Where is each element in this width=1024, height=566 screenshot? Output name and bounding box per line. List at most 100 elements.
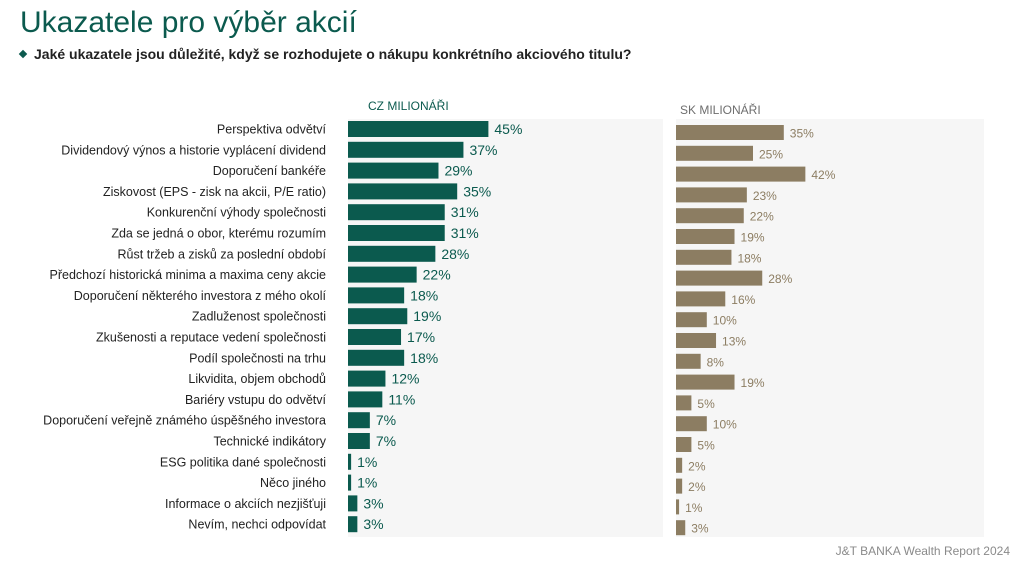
sk-bar	[676, 457, 683, 473]
cz-bar	[348, 433, 370, 449]
cz-series-header: CZ MILIONÁŘI	[368, 98, 449, 113]
cz-data-label: 17%	[407, 329, 435, 345]
sk-data-label: 19%	[741, 376, 765, 390]
sk-series-header: SK MILIONÁŘI	[680, 102, 761, 117]
page-title: Ukazatele pro výběr akcií	[20, 6, 357, 39]
category-label: Ziskovost (EPS - zisk na akcii, P/E rati…	[103, 185, 326, 199]
cz-bar	[348, 287, 405, 304]
cz-data-label: 28%	[441, 246, 469, 262]
sk-bar	[676, 395, 692, 411]
category-label: Perspektiva odvětví	[217, 123, 327, 137]
cz-bar	[348, 204, 445, 221]
cz-data-label: 29%	[444, 163, 472, 179]
cz-data-label: 35%	[463, 183, 491, 199]
cz-data-label: 3%	[363, 495, 383, 511]
sk-data-label: 10%	[713, 418, 737, 432]
sk-data-label: 5%	[697, 397, 715, 411]
sk-bar	[676, 291, 726, 307]
sk-data-label: 10%	[713, 314, 737, 328]
cz-bar	[348, 453, 352, 470]
sk-bar	[676, 166, 806, 182]
cz-bar	[348, 225, 445, 241]
sk-data-label: 28%	[768, 272, 792, 286]
sk-bar	[676, 208, 744, 224]
category-label: Doporučení některého investora z mého ok…	[74, 289, 327, 303]
category-label: Podíl společnosti na trhu	[189, 351, 326, 365]
page-subtitle: Jaké ukazatele jsou důležité, když se ro…	[18, 46, 632, 62]
cz-data-label: 7%	[376, 433, 396, 449]
category-label: Doporučení veřejně známého úspěšného inv…	[43, 414, 326, 428]
cz-data-label: 11%	[388, 391, 415, 407]
category-label: Zkušenosti a reputace vedení společnosti	[96, 331, 326, 345]
category-label: Likvidita, objem obchodů	[188, 372, 326, 386]
sk-bar	[676, 145, 753, 161]
category-label: Předchozí historická minima a maxima cen…	[50, 268, 327, 282]
cz-data-label: 37%	[469, 142, 497, 158]
cz-data-label: 1%	[357, 475, 377, 491]
sk-data-label: 5%	[697, 439, 715, 453]
sk-data-label: 1%	[685, 501, 703, 515]
cz-data-label: 31%	[451, 204, 479, 220]
sk-bar	[676, 333, 717, 348]
sk-data-label: 42%	[811, 168, 835, 182]
cz-data-label: 22%	[423, 267, 451, 283]
category-label: Růst tržeb a zisků za poslední období	[118, 247, 327, 261]
cz-data-label: 18%	[410, 350, 438, 366]
sk-bar	[676, 478, 683, 494]
footer-source: J&T BANKA Wealth Report 2024	[835, 544, 1010, 558]
cz-data-label: 12%	[391, 371, 419, 387]
category-label: Nevím, nechci odpovídat	[188, 518, 326, 532]
cz-bar	[348, 329, 402, 345]
category-label: Dividendový výnos a historie vyplácení d…	[61, 143, 326, 157]
cz-data-label: 7%	[376, 412, 396, 428]
sk-data-label: 13%	[722, 335, 746, 349]
category-label: Technické indikátory	[213, 435, 326, 449]
sk-data-label: 22%	[750, 210, 774, 224]
cz-data-label: 1%	[357, 454, 377, 470]
cz-data-label: 45%	[494, 121, 522, 137]
cz-bar	[348, 141, 464, 158]
category-label: Konkurenční výhody společnosti	[147, 206, 326, 220]
cz-data-label: 31%	[451, 225, 479, 241]
cz-bar	[348, 412, 370, 429]
cz-data-label: 19%	[413, 308, 441, 324]
category-label: Zda se jedná o obor, kterému rozumím	[111, 227, 326, 241]
sk-data-label: 2%	[688, 459, 706, 473]
category-label: Informace o akciích nezjišťuji	[165, 497, 326, 511]
sk-bar	[676, 187, 747, 203]
sk-bar	[676, 125, 784, 140]
sk-bar	[676, 270, 763, 286]
sk-data-label: 16%	[731, 293, 755, 307]
cz-bar	[348, 245, 436, 262]
category-label: Něco jiného	[260, 476, 326, 490]
sk-data-label: 25%	[759, 147, 783, 161]
cz-bar	[348, 121, 489, 137]
category-label: Bariéry vstupu do odvětví	[185, 393, 327, 407]
sk-data-label: 35%	[790, 127, 814, 141]
sk-data-label: 2%	[688, 480, 706, 494]
sk-bar	[676, 416, 707, 432]
subtitle-text: Jaké ukazatele jsou důležité, když se ro…	[34, 46, 632, 62]
category-label: Zadluženost společnosti	[192, 310, 326, 324]
sk-bar	[676, 499, 680, 515]
sk-data-label: 23%	[753, 189, 777, 203]
cz-bar	[348, 474, 352, 491]
category-label: ESG politika dané společnosti	[160, 455, 326, 469]
cz-bar	[348, 266, 417, 283]
sk-data-label: 3%	[691, 522, 709, 536]
cz-bar	[348, 391, 383, 408]
sk-bar	[676, 520, 686, 536]
cz-bar	[348, 162, 439, 179]
sk-bar	[676, 437, 692, 452]
sk-data-label: 19%	[741, 231, 765, 245]
sk-bar	[676, 229, 735, 244]
cz-bar	[348, 516, 358, 533]
sk-data-label: 8%	[707, 355, 725, 369]
sk-bar	[676, 374, 735, 390]
cz-bar	[348, 349, 405, 366]
sk-bar	[676, 353, 701, 369]
cz-panel-background	[348, 119, 663, 537]
cz-bar	[348, 495, 358, 512]
cz-bar	[348, 308, 408, 325]
